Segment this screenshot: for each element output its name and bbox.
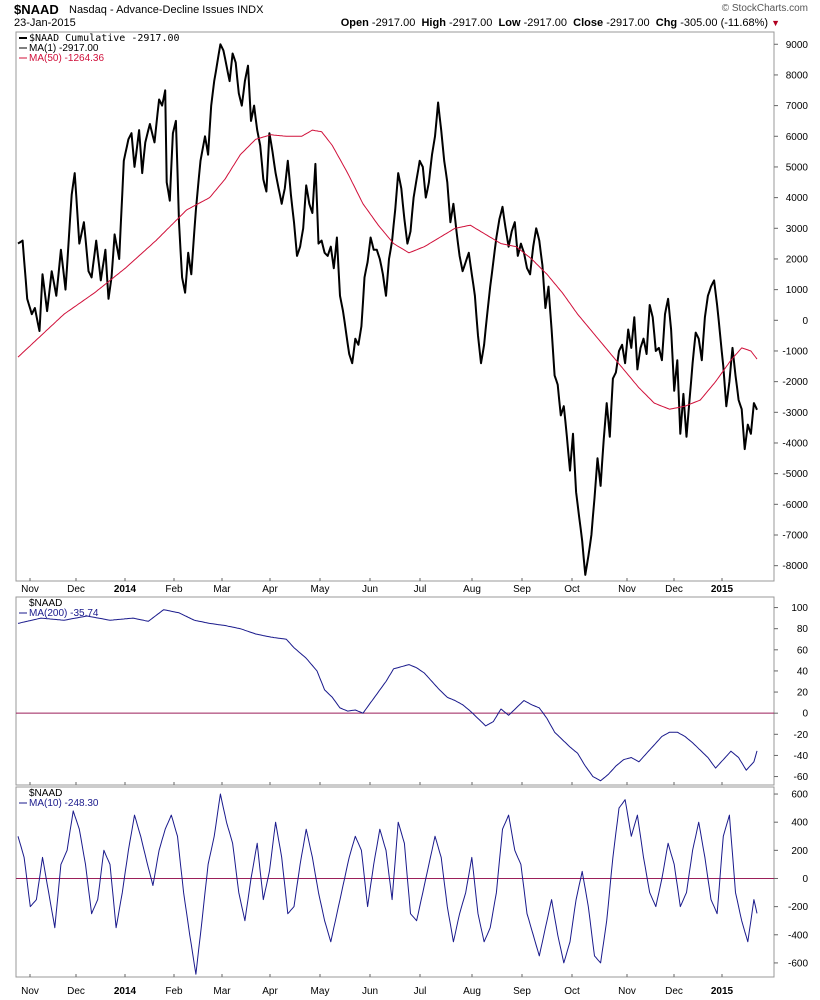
x-tick-label: Mar <box>213 986 231 997</box>
y-tick-label: 60 <box>797 645 809 656</box>
series-line-ma-10- <box>17 793 758 975</box>
y-tick-label: 4000 <box>786 193 809 204</box>
y-tick-label: 1000 <box>786 285 809 296</box>
y-tick-label: 400 <box>791 818 808 829</box>
x-tick-label: Nov <box>21 986 39 997</box>
y-tick-label: 0 <box>802 316 808 327</box>
low-value: -2917.00 <box>523 17 568 29</box>
y-tick-label: 0 <box>802 709 808 720</box>
y-tick-label: 9000 <box>786 40 809 51</box>
legend-entry: MA(50) -1264.36 <box>29 53 104 64</box>
y-tick-label: 5000 <box>786 162 809 173</box>
series-line--naad-cumulative <box>17 43 758 576</box>
y-tick-label: -2000 <box>782 377 808 388</box>
chg-label: Chg <box>655 17 678 29</box>
panel-frame <box>15 786 775 978</box>
y-tick-label: 2000 <box>786 254 809 265</box>
symbol-description: Nasdaq - Advance-Decline Issues INDX <box>69 4 264 16</box>
legend-entry: MA(1) -2917.00 <box>29 43 99 54</box>
x-tick-label: 2015 <box>711 986 734 997</box>
x-tick-label: Jul <box>414 584 427 595</box>
legend-entry: $NAAD Cumulative -2917.00 <box>29 33 180 44</box>
x-tick-label: May <box>311 986 330 997</box>
x-tick-label: Aug <box>463 584 481 595</box>
y-tick-label: 8000 <box>786 70 809 81</box>
high-value: -2917.00 <box>448 17 493 29</box>
low-label: Low <box>498 17 521 29</box>
y-tick-label: 6000 <box>786 132 809 143</box>
x-tick-label: Feb <box>165 584 183 595</box>
x-tick-label: Apr <box>262 986 278 997</box>
legend-entry: $NAAD <box>29 788 62 799</box>
close-label: Close <box>573 17 604 29</box>
y-tick-label: 40 <box>797 666 809 677</box>
x-tick-label: Jun <box>362 584 378 595</box>
x-tick-label: 2014 <box>114 986 137 997</box>
x-tick-label: Dec <box>67 584 85 595</box>
y-tick-label: -60 <box>794 772 809 783</box>
y-tick-label: 200 <box>791 846 808 857</box>
y-tick-label: -200 <box>788 902 808 913</box>
legend-entry: MA(200) -35.74 <box>29 608 99 619</box>
y-tick-label: -3000 <box>782 408 808 419</box>
series-line-ma-200- <box>17 609 758 782</box>
x-tick-label: Sep <box>513 986 531 997</box>
x-tick-label: Dec <box>665 986 683 997</box>
open-value: -2917.00 <box>371 17 416 29</box>
y-tick-label: 80 <box>797 624 809 635</box>
y-tick-label: 0 <box>802 874 808 885</box>
x-tick-label: 2015 <box>711 584 734 595</box>
y-tick-label: -40 <box>794 751 809 762</box>
y-tick-label: -6000 <box>782 500 808 511</box>
x-tick-label: Nov <box>618 584 636 595</box>
close-value: -2917.00 <box>606 17 650 29</box>
y-tick-label: -600 <box>788 958 808 969</box>
y-tick-label: 7000 <box>786 101 809 112</box>
x-tick-label: Jul <box>414 986 427 997</box>
y-tick-label: 20 <box>797 688 809 699</box>
x-tick-label: Nov <box>618 986 636 997</box>
legend-entry: $NAAD <box>29 598 62 609</box>
x-tick-label: Apr <box>262 584 278 595</box>
chart-date: 23-Jan-2015 <box>14 17 76 29</box>
y-tick-label: -20 <box>794 730 809 741</box>
chg-value: -305.00 (-11.68%) <box>680 17 769 29</box>
x-tick-label: 2014 <box>114 584 137 595</box>
x-tick-label: Dec <box>67 986 85 997</box>
y-tick-label: -8000 <box>782 561 808 572</box>
legend-entry: MA(10) -248.30 <box>29 798 99 809</box>
x-tick-label: May <box>311 584 330 595</box>
down-arrow-icon: ▼ <box>771 18 780 28</box>
x-tick-label: Nov <box>21 584 39 595</box>
high-label: High <box>421 17 446 29</box>
panel-frame <box>15 596 775 786</box>
source-credit: © StockCharts.com <box>721 3 808 14</box>
chart-header: $NAAD Nasdaq - Advance-Decline Issues IN… <box>0 0 820 32</box>
x-tick-label: Oct <box>564 986 580 997</box>
panel-main: 9000 8000 7000 6000 5000 4000 3000 2000 1000 0 -10… <box>15 31 809 595</box>
x-tick-label: Dec <box>665 584 683 595</box>
x-tick-label: Jun <box>362 986 378 997</box>
x-tick-label: Sep <box>513 584 531 595</box>
y-tick-label: -7000 <box>782 530 808 541</box>
y-tick-label: -400 <box>788 930 808 941</box>
x-tick-label: Oct <box>564 584 580 595</box>
series-line-ma-50- <box>17 129 758 410</box>
y-tick-label: 100 <box>791 603 808 614</box>
ohlc-readout: Open -2917.00 High -2917.00 Low -2917.00… <box>341 17 780 29</box>
x-tick-label: Mar <box>213 584 231 595</box>
symbol-label: $NAAD <box>14 2 59 17</box>
x-tick-label: Feb <box>165 986 183 997</box>
panel-frame <box>15 31 775 582</box>
y-tick-label: -1000 <box>782 346 808 357</box>
y-tick-label: -4000 <box>782 438 808 449</box>
x-tick-label: Aug <box>463 986 481 997</box>
y-tick-label: 600 <box>791 790 808 801</box>
y-tick-label: 3000 <box>786 224 809 235</box>
y-tick-label: -5000 <box>782 469 808 480</box>
open-label: Open <box>340 17 369 29</box>
